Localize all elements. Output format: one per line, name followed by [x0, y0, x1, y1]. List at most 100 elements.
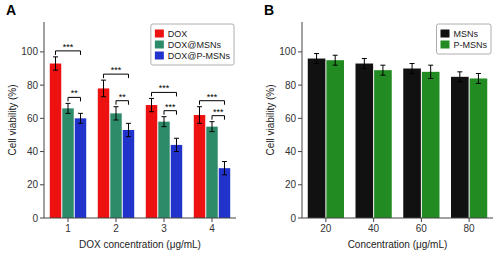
- x-axis-label: Concentration (μg/mL): [348, 239, 448, 250]
- bar: [146, 105, 157, 218]
- error-bar: [126, 123, 131, 136]
- error-cap: [162, 116, 167, 117]
- error-cap: [314, 63, 319, 64]
- significance-label: **: [71, 88, 79, 98]
- error-cap: [126, 123, 131, 124]
- error-line: [364, 59, 365, 69]
- y-axis-label: Cell viability (%): [265, 84, 276, 155]
- y-tick-label: 40: [285, 146, 297, 157]
- bar: [451, 77, 469, 218]
- error-bar: [222, 162, 227, 175]
- error-line: [128, 123, 129, 136]
- bar: [123, 130, 134, 218]
- error-cap: [114, 106, 119, 107]
- error-cap: [149, 98, 154, 99]
- y-tick-label: 80: [285, 80, 297, 91]
- error-cap: [457, 71, 462, 72]
- error-line: [459, 72, 460, 82]
- y-tick: [298, 118, 302, 119]
- y-axis: [302, 22, 303, 218]
- x-tick-label: 20: [320, 223, 332, 234]
- legend-label: DOX: [168, 29, 188, 39]
- panel: 02040608010020406080Concentration (μg/mL…: [264, 2, 493, 250]
- significance-label: ***: [165, 102, 176, 112]
- error-bar: [428, 65, 433, 78]
- error-cap: [197, 106, 202, 107]
- error-cap: [333, 65, 338, 66]
- error-cap: [410, 73, 415, 74]
- x-tick: [164, 218, 165, 222]
- y-tick: [40, 218, 44, 219]
- legend-swatch: [155, 30, 164, 38]
- error-cap: [174, 138, 179, 139]
- panel: 0204060801001234DOX concentration (μg/mL…: [6, 2, 236, 250]
- y-tick-label: 60: [285, 113, 297, 124]
- error-line: [151, 98, 152, 111]
- significance-label: ***: [213, 107, 224, 117]
- error-cap: [457, 81, 462, 82]
- bar: [158, 122, 169, 218]
- figure: 0204060801001234DOX concentration (μg/mL…: [0, 0, 500, 257]
- y-tick-label: 0: [32, 213, 38, 224]
- bar: [374, 70, 392, 218]
- error-line: [164, 117, 165, 127]
- bar: [356, 64, 374, 218]
- bar: [98, 88, 109, 218]
- panel-label: A: [6, 2, 16, 18]
- error-bar: [314, 54, 319, 64]
- error-bar: [197, 107, 202, 124]
- error-cap: [78, 123, 83, 124]
- x-tick: [421, 218, 422, 222]
- legend-swatch: [441, 30, 450, 38]
- legend-frame: [437, 24, 492, 54]
- bar: [219, 168, 230, 218]
- legend-label: DOX@MSNs: [168, 40, 222, 50]
- significance-label: ***: [207, 92, 218, 102]
- y-tick-label: 20: [285, 179, 297, 190]
- error-line: [382, 65, 383, 75]
- y-tick-label: 40: [27, 146, 39, 157]
- error-line: [430, 65, 431, 78]
- y-tick: [40, 151, 44, 152]
- error-cap: [66, 113, 71, 114]
- error-cap: [333, 55, 338, 56]
- error-cap: [362, 58, 367, 59]
- bar: [171, 145, 182, 218]
- error-line: [316, 54, 317, 64]
- error-cap: [428, 65, 433, 66]
- error-cap: [114, 120, 119, 121]
- error-bar: [333, 55, 338, 65]
- x-tick-label: 60: [416, 223, 428, 234]
- error-cap: [78, 113, 83, 114]
- error-line: [335, 55, 336, 65]
- error-bar: [149, 98, 154, 111]
- error-cap: [380, 65, 385, 66]
- error-bar: [114, 107, 119, 120]
- y-tick: [40, 184, 44, 185]
- legend-label: DOX@P-MSNs: [168, 51, 231, 61]
- error-cap: [53, 56, 58, 57]
- x-tick-label: 2: [113, 223, 119, 234]
- y-tick: [40, 85, 44, 86]
- y-axis: [44, 22, 45, 218]
- error-cap: [162, 126, 167, 127]
- significance-label: ***: [159, 83, 170, 93]
- bar: [470, 78, 488, 218]
- y-tick: [298, 151, 302, 152]
- y-tick: [298, 51, 302, 52]
- error-bar: [53, 57, 58, 70]
- bars: [50, 57, 230, 218]
- error-cap: [410, 63, 415, 64]
- legend-swatch: [441, 41, 450, 49]
- error-line: [116, 107, 117, 120]
- error-bar: [210, 122, 215, 132]
- bar: [206, 127, 217, 218]
- error-line: [176, 138, 177, 151]
- error-cap: [222, 161, 227, 162]
- bar: [326, 60, 344, 218]
- error-bar: [476, 73, 481, 83]
- y-tick: [298, 184, 302, 185]
- error-line: [478, 73, 479, 83]
- panel-label: B: [264, 2, 274, 18]
- error-cap: [428, 78, 433, 79]
